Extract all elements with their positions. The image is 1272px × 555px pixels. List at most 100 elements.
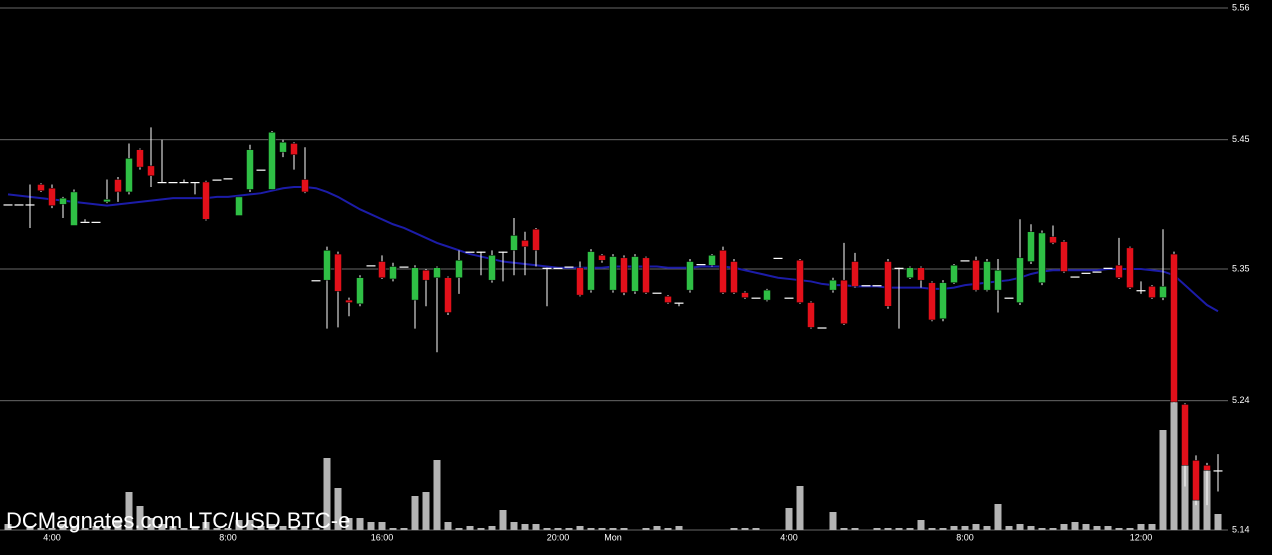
volume-bar — [147, 518, 155, 530]
x-tick-label: 16:00 — [371, 532, 394, 542]
volume-bar — [1005, 526, 1013, 530]
candle-body — [751, 297, 761, 299]
watermark: DCMagnates.com LTC/USD BTC-e — [6, 508, 350, 533]
candle-body — [223, 178, 233, 180]
candle-body — [510, 235, 518, 251]
volume-bar — [499, 510, 507, 530]
candle-body — [25, 204, 35, 206]
volume-bar — [235, 520, 243, 530]
volume-bar — [224, 528, 232, 530]
candle-body — [455, 260, 463, 278]
candle-body — [1016, 257, 1024, 303]
candle-body — [3, 204, 13, 206]
y-tick-label: 5.45 — [1232, 134, 1250, 144]
volume-bar — [378, 522, 386, 530]
candle-body — [323, 250, 331, 281]
volume-bar — [312, 528, 320, 530]
volume-bar — [1093, 526, 1101, 530]
candle-body — [59, 197, 67, 205]
candle-body — [1170, 253, 1178, 403]
x-tick-label: 20:00 — [547, 532, 570, 542]
candle-body — [48, 187, 56, 206]
volume-bar — [840, 528, 848, 530]
candle-body — [1103, 267, 1113, 269]
candle-body — [1213, 470, 1223, 472]
volume-bar — [488, 526, 496, 530]
candle-body — [983, 261, 991, 291]
volume-bar — [609, 528, 617, 530]
volume-bar — [125, 492, 133, 530]
volume-bar — [301, 526, 309, 530]
candle-body — [1159, 286, 1167, 298]
volume-bar — [1082, 524, 1090, 530]
volume-bar — [1181, 444, 1189, 530]
volume-bar — [1148, 524, 1156, 530]
volume-bar — [664, 528, 672, 530]
candle-body — [532, 228, 540, 251]
volume-bar — [1049, 528, 1057, 530]
volume-bar — [510, 522, 518, 530]
volume-bar — [785, 508, 793, 530]
candle-body — [1049, 236, 1057, 244]
volume-bar — [1104, 526, 1112, 530]
candle-body — [212, 179, 222, 181]
candle-body — [411, 267, 419, 301]
volume-bar — [169, 526, 177, 530]
y-tick-label: 5.35 — [1232, 263, 1250, 273]
candle-body — [1081, 272, 1091, 274]
candle-body — [917, 267, 925, 281]
candle-body — [773, 257, 783, 260]
candle-body — [763, 289, 771, 301]
candle-body — [202, 181, 210, 220]
candle-layer — [3, 127, 1223, 506]
candle-body — [399, 266, 409, 268]
candle-body — [642, 257, 650, 293]
x-tick-label: Mon — [604, 532, 622, 542]
volume-bar — [59, 524, 67, 530]
volume-bar — [675, 526, 683, 530]
candle-body — [587, 251, 595, 291]
candle-body — [311, 280, 321, 282]
candle-body — [542, 267, 552, 269]
candle-body — [906, 267, 914, 278]
candle-body — [1070, 276, 1080, 278]
candle-body — [872, 285, 882, 287]
candle-body — [37, 184, 45, 191]
candle-body — [521, 240, 529, 247]
candle-body — [136, 149, 144, 168]
volume-bar — [455, 528, 463, 530]
volume-bar — [37, 528, 45, 530]
volume-bar — [532, 524, 540, 530]
volume-bar — [1016, 524, 1024, 530]
volume-bar — [1071, 522, 1079, 530]
candle-body — [960, 260, 970, 262]
candle-body — [708, 255, 716, 266]
volume-bar — [48, 528, 56, 530]
volume-bar — [103, 526, 111, 530]
candle-body — [1027, 231, 1035, 262]
candle-body — [609, 256, 617, 291]
volume-bar — [81, 528, 89, 530]
volume-bar — [345, 518, 353, 530]
volume-bar — [1126, 528, 1134, 530]
volume-bar — [246, 520, 254, 530]
volume-bar — [917, 520, 925, 530]
candle-body — [301, 179, 309, 193]
y-tick-label: 5.56 — [1232, 2, 1250, 12]
candle-body — [631, 256, 639, 292]
candle-body — [1192, 460, 1200, 501]
candle-body — [598, 255, 606, 261]
volume-layer — [4, 364, 1222, 530]
volume-bar — [1038, 528, 1046, 530]
volume-bar — [1027, 526, 1035, 530]
volume-bar — [400, 528, 408, 530]
candle-body — [389, 266, 397, 280]
candle-body — [1148, 286, 1156, 298]
candle-body — [784, 297, 794, 299]
candle-body — [103, 199, 111, 203]
volume-bar — [477, 528, 485, 530]
candle-body — [861, 285, 871, 287]
candle-body — [345, 299, 353, 303]
volume-bar — [180, 528, 188, 530]
